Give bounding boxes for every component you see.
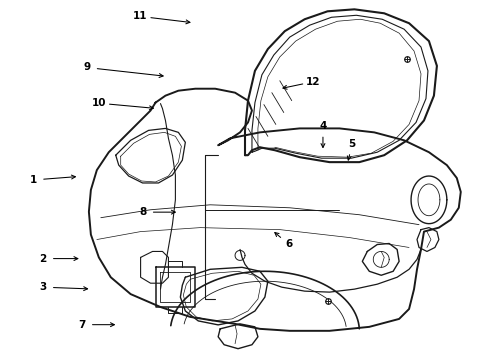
Text: 7: 7 — [78, 320, 85, 330]
Text: 9: 9 — [83, 63, 90, 72]
Text: 2: 2 — [39, 253, 47, 264]
Text: 3: 3 — [39, 282, 47, 292]
Text: 1: 1 — [29, 175, 37, 185]
Text: 4: 4 — [319, 121, 327, 131]
Text: 6: 6 — [285, 239, 293, 249]
Text: 10: 10 — [92, 98, 106, 108]
Text: 5: 5 — [348, 139, 356, 149]
Text: 11: 11 — [133, 12, 147, 21]
Text: 12: 12 — [306, 77, 320, 87]
Text: 8: 8 — [139, 207, 147, 217]
